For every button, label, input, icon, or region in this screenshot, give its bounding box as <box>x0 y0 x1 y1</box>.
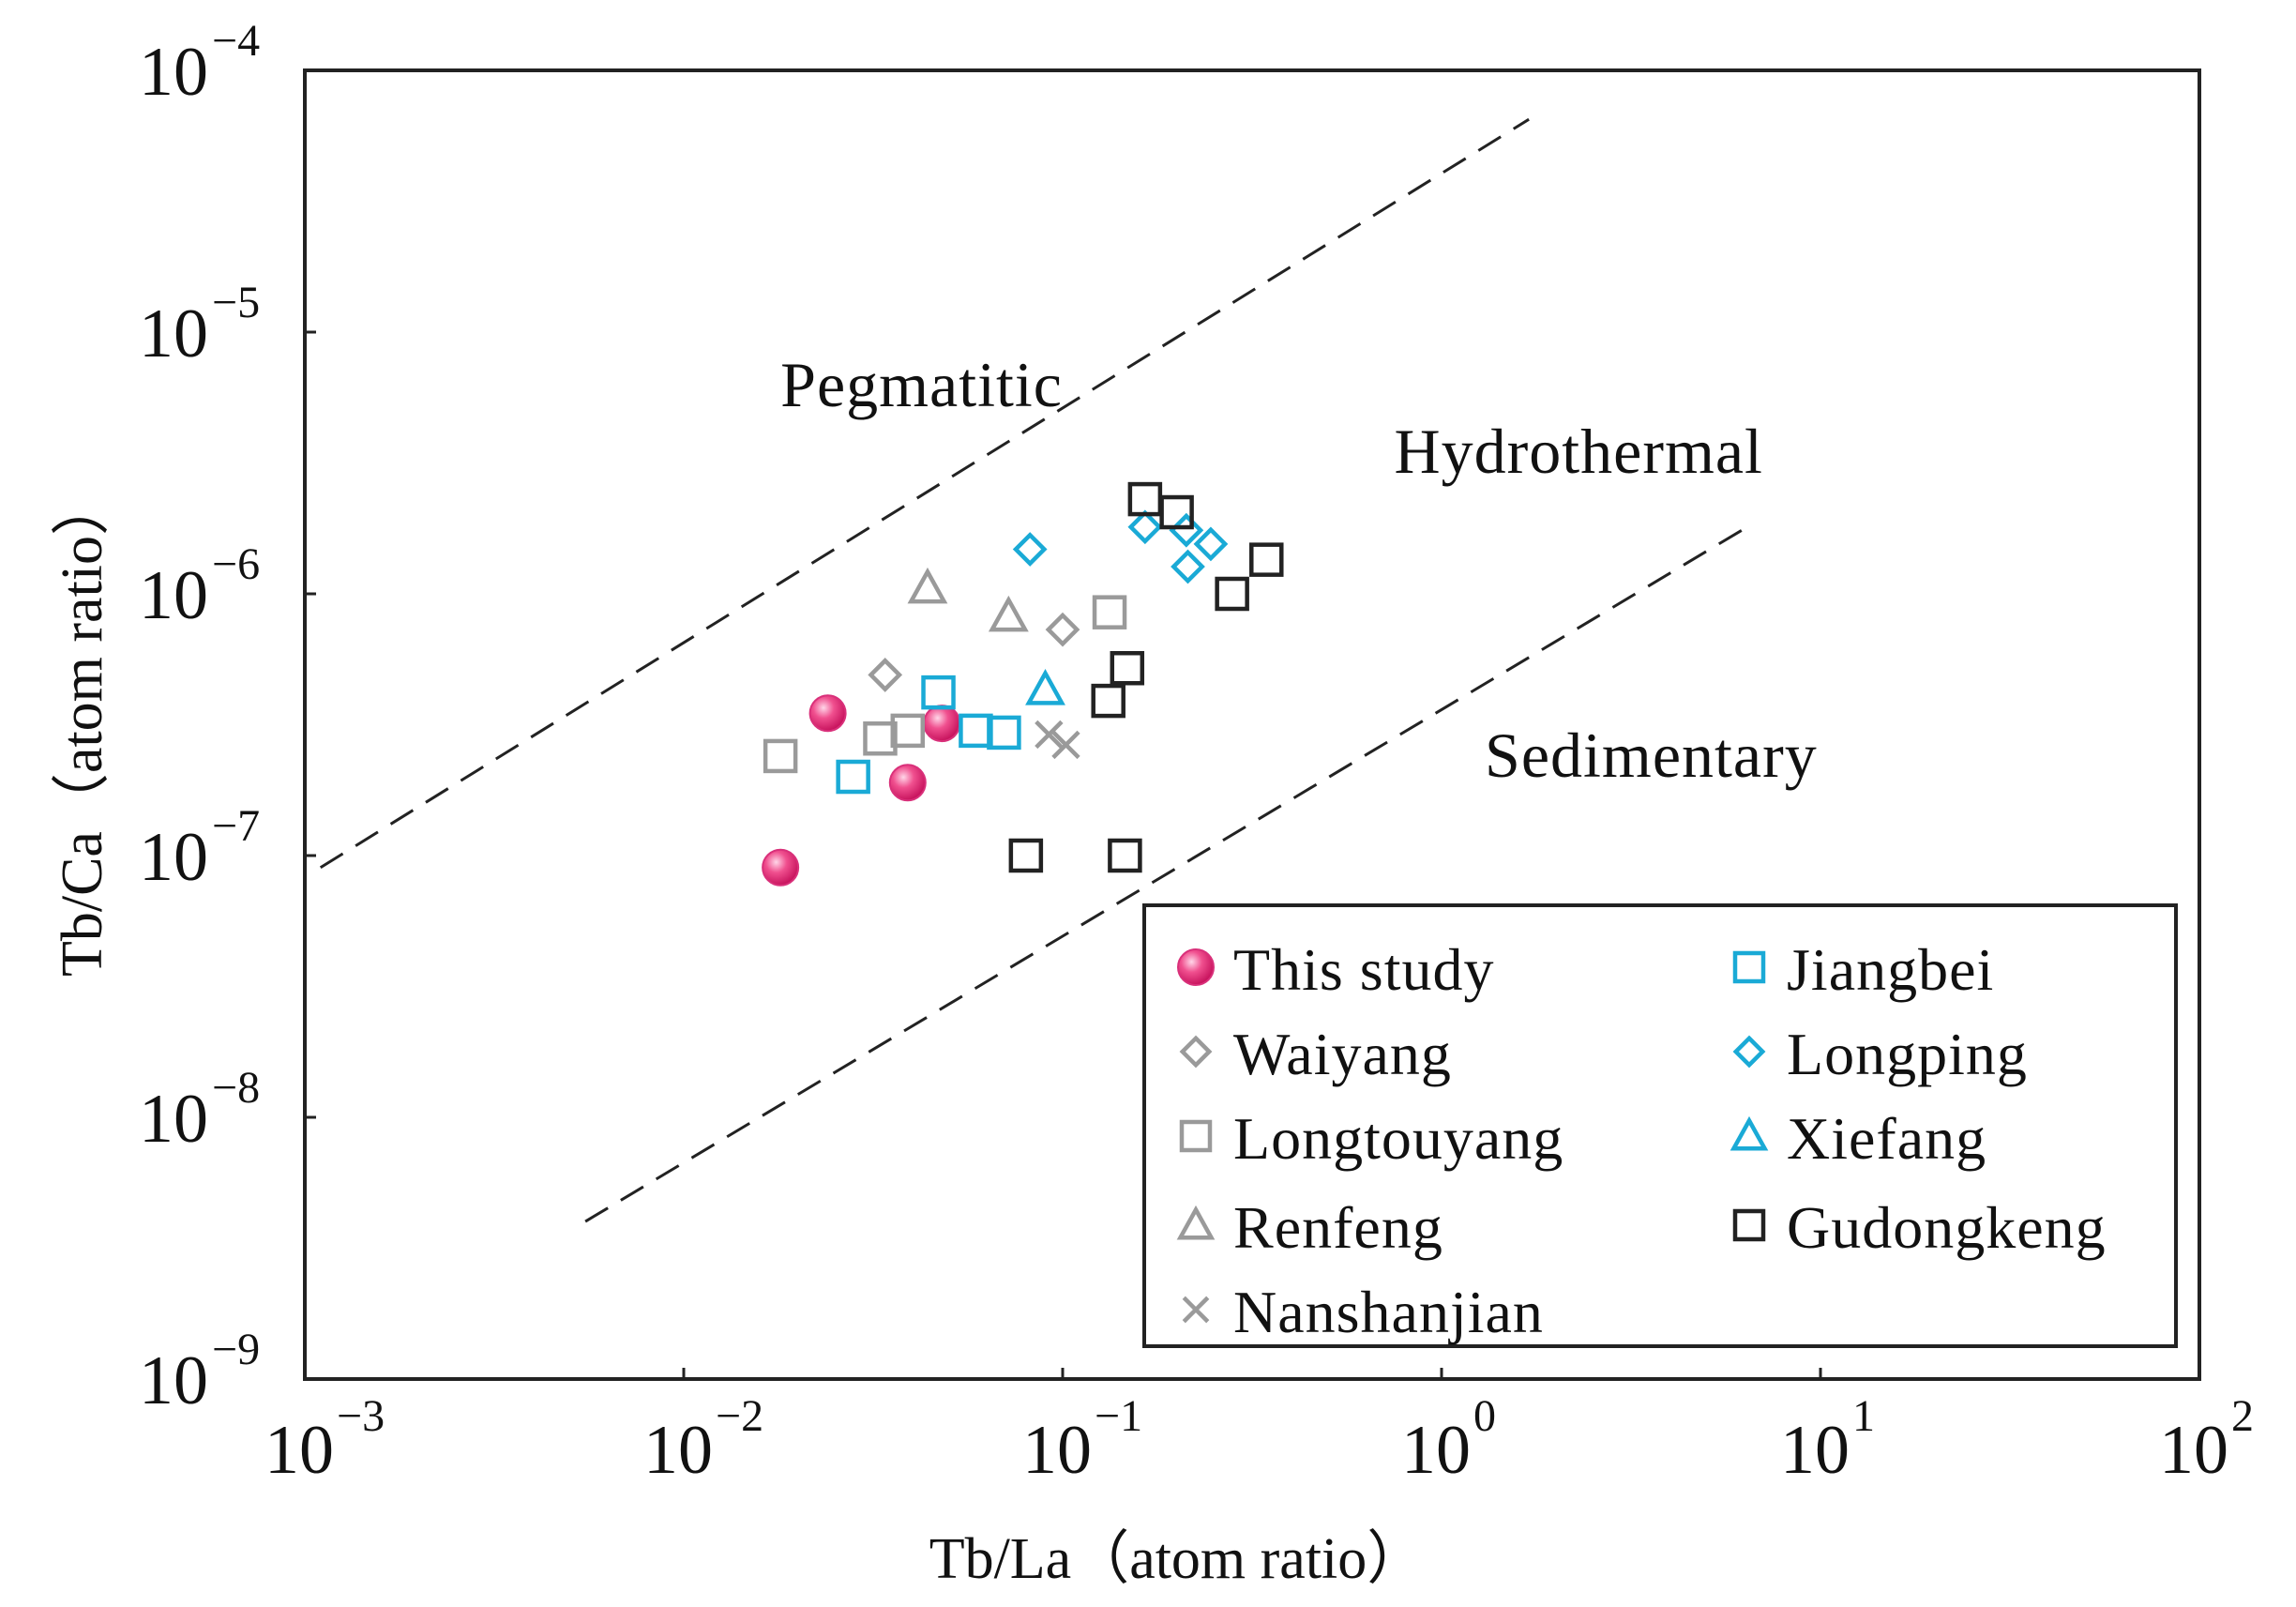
y-tick-exponent: −4 <box>212 16 260 66</box>
data-points <box>762 481 1284 887</box>
point-gudongkeng <box>1249 542 1284 577</box>
legend-label-gudongkeng: Gudongkeng <box>1787 1194 2107 1261</box>
point-renfeng <box>988 595 1029 632</box>
legend-marker-waiyang <box>1179 1035 1213 1069</box>
y-tick-exponent: −9 <box>212 1325 260 1374</box>
boundary-line-pegmatitic-hydrothermal <box>319 117 1530 870</box>
point-jiangbei <box>921 675 956 710</box>
x-tick-label: 10 <box>1780 1412 1850 1489</box>
point-renfeng <box>907 567 948 604</box>
x-tick-label: 10 <box>264 1412 334 1489</box>
point-longtouyang <box>763 738 798 774</box>
legend-label-this-study: This study <box>1233 936 1494 1003</box>
point-longtouyang <box>1092 595 1127 629</box>
y-tick-exponent: −8 <box>212 1063 260 1113</box>
point-this-study <box>762 848 800 887</box>
legend-label-longping: Longping <box>1787 1021 2028 1087</box>
y-tick-exponent: −6 <box>212 539 260 589</box>
x-tick-exponent: −1 <box>1095 1391 1142 1441</box>
y-axis-title: Tb/Ca（atom ratio） <box>51 478 114 977</box>
y-tick-label: 10 <box>139 1342 208 1419</box>
point-longtouyang <box>890 713 926 749</box>
point-nanshanjian <box>1035 720 1064 750</box>
y-tick-label: 10 <box>139 557 208 634</box>
x-tick-label: 10 <box>643 1412 713 1489</box>
point-longping <box>1193 526 1229 562</box>
x-tick-exponent: −3 <box>337 1391 385 1441</box>
x-tick-exponent: 2 <box>2231 1391 2254 1441</box>
legend-marker-jiangbei <box>1732 950 1766 984</box>
point-nanshanjian <box>1051 730 1080 760</box>
boundary-lines <box>319 117 1743 1223</box>
legend-marker-longtouyang <box>1179 1119 1213 1153</box>
y-tick-label: 10 <box>139 296 208 372</box>
legend-marker-gudongkeng <box>1732 1208 1766 1242</box>
y-tick-label: 10 <box>139 819 208 896</box>
legend-label-renfeng: Renfeng <box>1233 1194 1443 1261</box>
point-waiyang <box>1045 612 1080 647</box>
legend-label-waiyang: Waiyang <box>1233 1021 1452 1087</box>
legend-label-nanshanjian: Nanshanjian <box>1233 1279 1544 1345</box>
point-gudongkeng <box>1110 650 1145 686</box>
x-axis-title: Tb/La（atom ratio） <box>929 1527 1426 1591</box>
legend-marker-this-study <box>1177 948 1215 986</box>
boundary-line-hydrothermal-sedimentary <box>584 528 1743 1223</box>
x-tick-exponent: −2 <box>716 1391 763 1441</box>
point-jiangbei <box>987 715 1021 750</box>
region-label-sedimentary: Sedimentary <box>1485 720 1818 791</box>
plot-area <box>303 68 2201 1381</box>
legend-box <box>1142 903 2178 1348</box>
point-longtouyang <box>863 720 898 756</box>
legend-marker-longping <box>1732 1035 1766 1069</box>
point-gudongkeng <box>1108 838 1142 873</box>
point-xiefang <box>1025 669 1065 705</box>
x-tick-label: 10 <box>2159 1412 2228 1489</box>
x-tick-label: 10 <box>1401 1412 1471 1489</box>
axis-ticks: 10 −3 10 −2 10 −1 10 0 10 1 10 210 −410 −510 −610 −710−… <box>139 16 2254 1489</box>
point-longping <box>1127 509 1163 545</box>
point-gudongkeng <box>1091 683 1125 719</box>
region-label-hydrothermal: Hydrothermal <box>1395 416 1763 487</box>
x-tick-exponent: 1 <box>1852 1391 1875 1441</box>
legend-marker-xiefang <box>1730 1115 1769 1151</box>
y-tick-exponent: −5 <box>212 278 260 327</box>
point-this-study <box>808 694 847 733</box>
point-gudongkeng <box>1008 838 1044 873</box>
point-longping <box>1012 532 1048 567</box>
legend: This study Waiyang Longtouyang Renfeng Nansh… <box>1142 903 2178 1348</box>
point-jiangbei <box>836 759 870 795</box>
y-tick-exponent: −7 <box>212 801 260 851</box>
legend-marker-renfeng <box>1176 1205 1216 1240</box>
point-this-study <box>923 705 961 743</box>
legend-label-longtouyang: Longtouyang <box>1233 1105 1563 1172</box>
y-tick-label: 10 <box>139 1081 208 1158</box>
region-labels: Pegmatitic Hydrothermal Sedimentary <box>780 349 1818 791</box>
legend-label-xiefang: Xiefang <box>1787 1105 1986 1172</box>
point-longping <box>1171 549 1205 584</box>
point-waiyang <box>868 658 903 692</box>
legend-label-jiangbei: Jiangbei <box>1787 936 1994 1003</box>
x-tick-exponent: 0 <box>1473 1391 1496 1441</box>
legend-marker-nanshanjian <box>1182 1296 1210 1324</box>
point-gudongkeng <box>1159 494 1194 530</box>
y-tick-label: 10 <box>139 34 208 111</box>
region-label-pegmatitic: Pegmatitic <box>780 349 1063 420</box>
point-this-study <box>888 764 927 802</box>
x-tick-label: 10 <box>1022 1412 1092 1489</box>
point-gudongkeng <box>1215 576 1249 612</box>
